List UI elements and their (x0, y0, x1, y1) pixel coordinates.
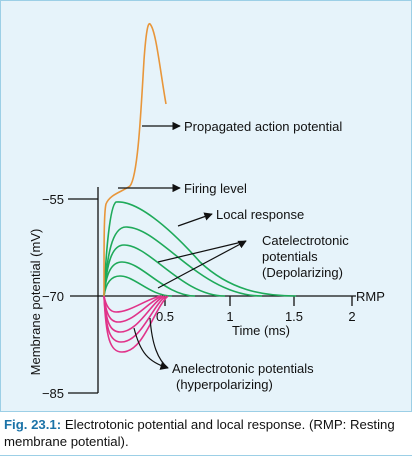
y-tick-label-55: −55 (42, 192, 64, 207)
label-anelectrotonic-2: (hyperpolarizing) (176, 377, 273, 392)
caption-divider (0, 455, 412, 456)
catelectrotonic-curve-1 (103, 275, 173, 297)
anelectrotonic-curve-5 (103, 295, 169, 353)
y-tick-label-70: −70 (42, 289, 64, 304)
figure-panel (0, 0, 412, 412)
y-tick-label-85: −85 (42, 386, 64, 401)
y-axis-label: Membrane potential (mV) (28, 229, 43, 376)
caption-label: Fig. 23.1: (4, 417, 62, 432)
anelectrotonic-curve-3 (103, 295, 165, 333)
x-axis-label: Time (ms) (232, 323, 290, 338)
rmp-label: RMP (356, 289, 385, 304)
local-response-curve (103, 201, 297, 297)
label-anelectrotonic-1: Anelectrotonic potentials (172, 361, 314, 376)
x-tick-label-1-5: 1.5 (285, 309, 303, 324)
catelectrotonic-curve-4 (103, 226, 263, 297)
label-local-response: Local response (216, 207, 304, 222)
arrow-local-response (177, 212, 213, 227)
arrow-catelectrotonic-2 (157, 240, 247, 263)
x-tick-label-2: 2 (348, 309, 355, 324)
electrotonic-diagram: −55 −70 −85 0.5 1 1.5 2 RMP Time (ms) Me… (28, 23, 385, 401)
label-catelectrotonic-3: (Depolarizing) (262, 265, 343, 280)
label-firing-level: Firing level (184, 181, 247, 196)
x-tick-label-1: 1 (226, 309, 233, 324)
action-potential-curve (103, 23, 167, 297)
label-catelectrotonic-2: potentials (262, 249, 318, 264)
arrow-anelectrotonic-2 (149, 317, 169, 369)
arrow-anelectrotonic-1 (133, 327, 169, 370)
figure-caption: Fig. 23.1: Electrotonic potential and lo… (4, 416, 408, 450)
label-propagated-action-potential: Propagated action potential (184, 119, 342, 134)
x-tick-label-0-5: 0.5 (156, 309, 174, 324)
catelectrotonic-curve-3 (103, 244, 226, 297)
arrow-catelectrotonic-1 (157, 240, 247, 289)
label-catelectrotonic-1: Catelectrotonic (262, 233, 349, 248)
anelectrotonic-curve-1 (103, 295, 161, 313)
caption-text: Electrotonic potential and local respons… (4, 417, 395, 449)
catelectrotonic-curve-2 (103, 261, 196, 297)
anelectrotonic-curve-2 (103, 295, 163, 323)
